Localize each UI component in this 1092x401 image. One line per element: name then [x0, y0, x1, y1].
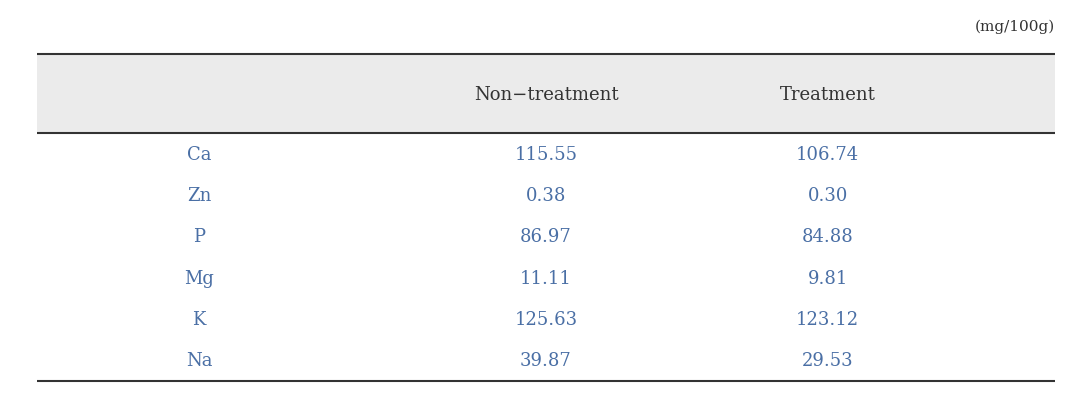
Text: Na: Na	[186, 352, 213, 369]
Text: 86.97: 86.97	[520, 228, 572, 246]
Text: Mg: Mg	[185, 269, 214, 287]
Text: K: K	[192, 310, 206, 328]
Text: 39.87: 39.87	[520, 352, 572, 369]
Text: Treatment: Treatment	[780, 85, 876, 103]
Text: Zn: Zn	[187, 186, 212, 205]
Text: (mg/100g): (mg/100g)	[975, 20, 1055, 34]
Text: 125.63: 125.63	[514, 310, 578, 328]
Text: 115.55: 115.55	[514, 146, 578, 163]
Text: 9.81: 9.81	[808, 269, 848, 287]
Text: 106.74: 106.74	[796, 146, 859, 163]
Text: 84.88: 84.88	[802, 228, 854, 246]
Text: P: P	[193, 228, 205, 246]
Text: 123.12: 123.12	[796, 310, 859, 328]
Text: 0.30: 0.30	[808, 186, 848, 205]
Text: 29.53: 29.53	[802, 352, 854, 369]
Text: 11.11: 11.11	[520, 269, 572, 287]
Text: Ca: Ca	[187, 146, 212, 163]
Text: Non−treatment: Non−treatment	[474, 85, 618, 103]
Bar	[37, 55, 1055, 134]
Text: 0.38: 0.38	[526, 186, 566, 205]
